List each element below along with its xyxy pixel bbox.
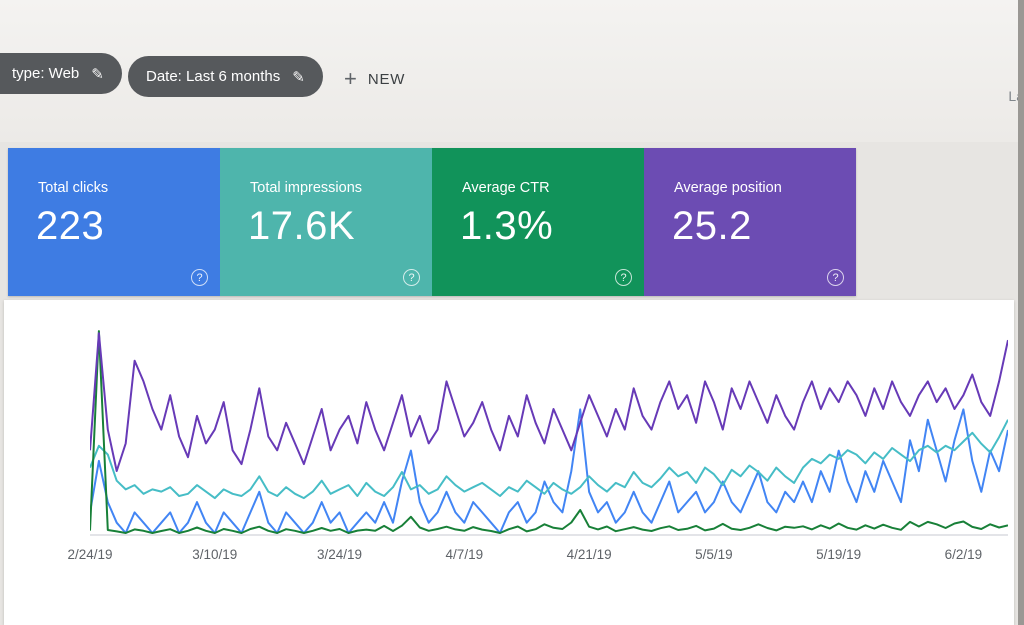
- x-axis-labels: 2/24/19 3/10/19 3/24/19 4/7/19 4/21/19 5/5/19…: [67, 547, 1008, 567]
- help-icon[interactable]: ?: [827, 269, 844, 286]
- metric-card-title: Total impressions: [250, 180, 363, 196]
- metric-card-title: Total clicks: [38, 180, 109, 196]
- series-line-impressions: [90, 419, 1008, 500]
- x-tick-label: 4/7/19: [445, 547, 484, 562]
- metric-card-value: 223: [36, 204, 105, 248]
- filter-chip-label: type: Web: [12, 65, 80, 82]
- x-tick-label: 2/24/19: [67, 547, 113, 562]
- filter-chip-search-type[interactable]: type: Web ✎: [0, 53, 122, 94]
- metric-card-value: 17.6K: [248, 204, 356, 248]
- new-filter-button[interactable]: + NEW: [344, 63, 405, 95]
- series-line-clicks: [90, 408, 1008, 534]
- series-line-ctr: [90, 330, 1008, 534]
- x-tick-label: 5/19/19: [816, 547, 862, 562]
- performance-panel: [4, 300, 1014, 625]
- help-icon[interactable]: ?: [191, 269, 208, 286]
- metric-card-total-clicks[interactable]: Total clicks 223 ?: [8, 148, 220, 296]
- plus-icon: +: [344, 66, 357, 91]
- help-icon[interactable]: ?: [615, 269, 632, 286]
- screen-right-edge: [1018, 0, 1024, 625]
- filter-chip-date-range[interactable]: Date: Last 6 months ✎: [128, 56, 323, 97]
- help-icon[interactable]: ?: [403, 269, 420, 286]
- x-tick-label: 5/5/19: [695, 547, 733, 562]
- metric-card-value: 1.3%: [460, 204, 554, 248]
- metric-card-title: Average CTR: [462, 180, 550, 196]
- x-tick-label: 6/2/19: [944, 547, 983, 562]
- x-tick-label: 4/21/19: [566, 547, 612, 562]
- performance-line-chart[interactable]: [90, 318, 1008, 536]
- metric-card-average-position[interactable]: Average position 25.2 ?: [644, 148, 856, 296]
- metric-card-value: 25.2: [672, 204, 752, 248]
- filter-chip-label: Date: Last 6 months: [146, 68, 281, 85]
- x-tick-label: 3/10/19: [192, 547, 238, 562]
- pencil-icon: ✎: [292, 68, 305, 86]
- series-line-position: [90, 332, 1008, 472]
- new-filter-label: NEW: [367, 70, 406, 88]
- metric-cards-row: Total clicks 223 ? Total impressions 17.…: [8, 148, 856, 296]
- metric-card-total-impressions[interactable]: Total impressions 17.6K ?: [220, 148, 432, 296]
- metric-card-title: Average position: [674, 180, 782, 196]
- x-tick-label: 3/24/19: [317, 547, 363, 562]
- pencil-icon: ✎: [91, 65, 104, 83]
- metric-card-average-ctr[interactable]: Average CTR 1.3% ?: [432, 148, 644, 296]
